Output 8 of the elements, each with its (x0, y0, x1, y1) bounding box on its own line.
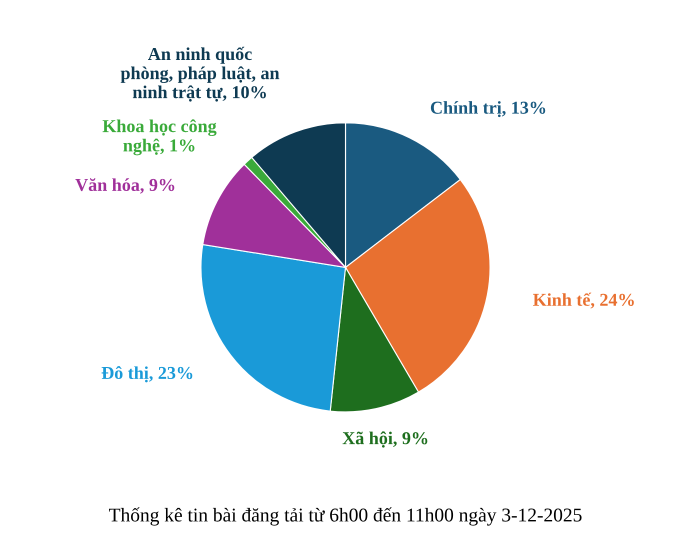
text: Thống kê tin bài đăng tải từ 6h00 đến 11h00 ngày 3-12-2025 (109, 507, 582, 526)
slice-label: Đô thị, 23% (102, 366, 192, 382)
slice-label: Văn hóa, 9% (75, 178, 174, 194)
slice-label: An ninh quốc phòng, pháp luật, an ninh trật tự, 10% (120, 46, 280, 102)
slice-label: Chính trị, 13% (430, 101, 546, 118)
slice-label: Khoa học công nghệ, 1% (102, 119, 216, 156)
slice-label: Xã hội, 9% (342, 431, 428, 448)
slice-label: Kinh tế, 24% (533, 292, 634, 309)
